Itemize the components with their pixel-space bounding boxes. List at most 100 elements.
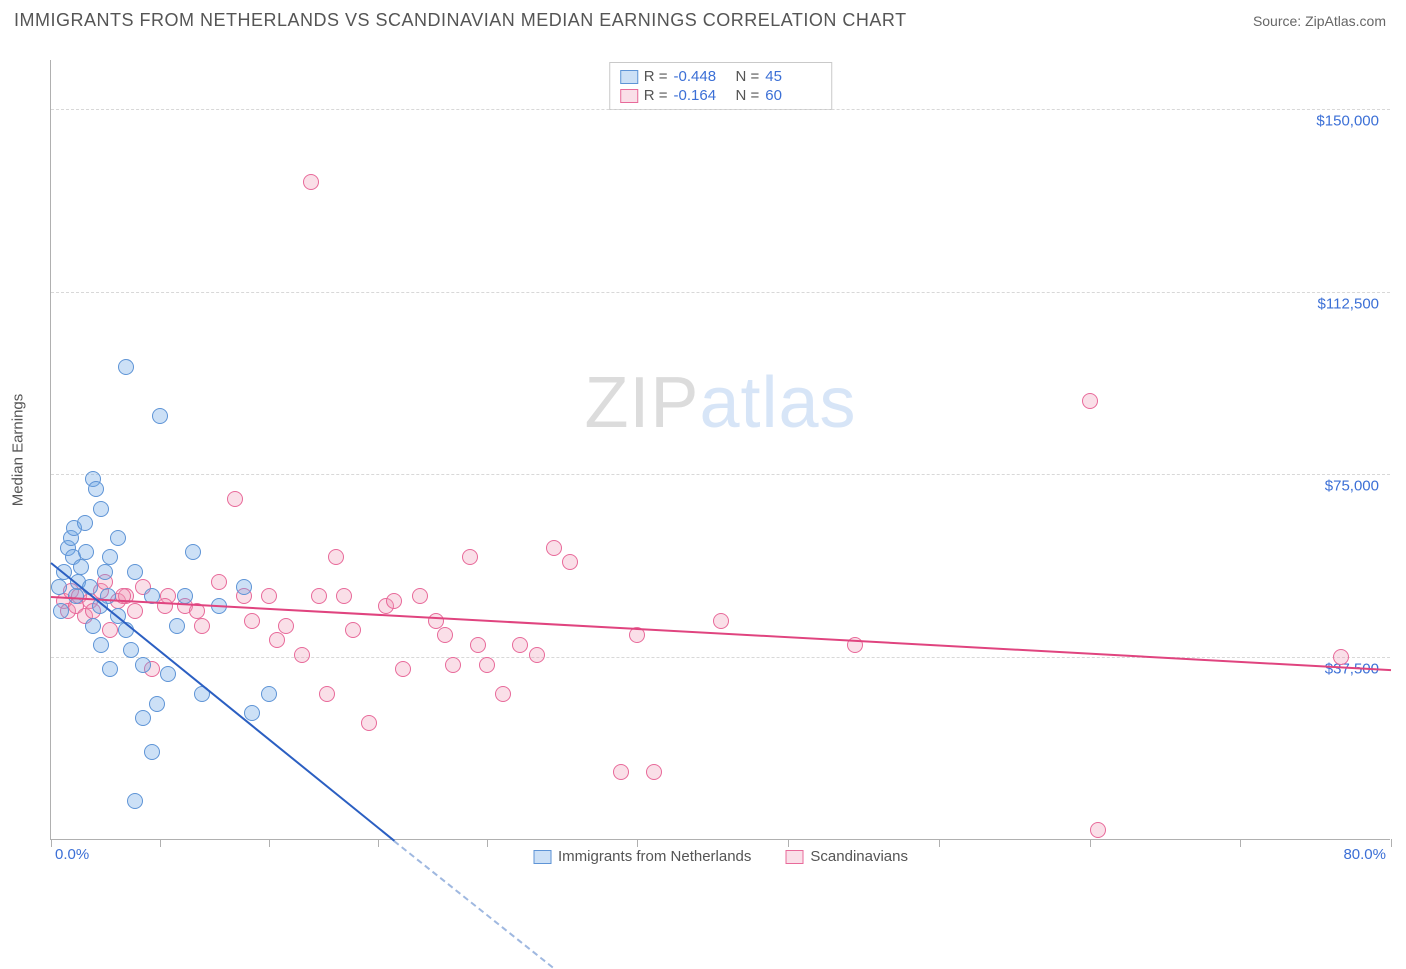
scandinavians-point <box>529 647 545 663</box>
y-tick-label: $75,000 <box>1322 477 1382 496</box>
legend-row-netherlands: R = -0.448 N = 45 <box>620 67 822 86</box>
netherlands-point <box>152 408 168 424</box>
scandinavians-point <box>428 613 444 629</box>
x-axis-min-label: 0.0% <box>55 846 89 863</box>
scandinavians-point <box>479 657 495 673</box>
trend-line <box>51 596 1391 671</box>
scandinavians-point <box>278 618 294 634</box>
y-axis-label: Median Earnings <box>10 394 27 507</box>
netherlands-point <box>149 696 165 712</box>
netherlands-point <box>135 657 151 673</box>
correlation-legend: R = -0.448 N = 45 R = -0.164 N = 60 <box>609 62 833 110</box>
y-tick-label: $150,000 <box>1313 111 1382 130</box>
scandinavians-point <box>269 632 285 648</box>
netherlands-point <box>127 564 143 580</box>
scandinavians-point <box>495 686 511 702</box>
x-axis-max-label: 80.0% <box>1343 846 1386 863</box>
netherlands-point <box>102 661 118 677</box>
scandinavians-point <box>294 647 310 663</box>
netherlands-point <box>169 618 185 634</box>
netherlands-point <box>100 588 116 604</box>
scandinavians-point <box>512 637 528 653</box>
scandinavians-point <box>646 764 662 780</box>
scandinavians-point <box>1333 649 1349 665</box>
netherlands-point <box>160 666 176 682</box>
netherlands-point <box>97 564 113 580</box>
scandinavians-point <box>445 657 461 673</box>
chart-area: Median Earnings ZIPatlas R = -0.448 N = … <box>50 60 1390 840</box>
y-tick-label: $112,500 <box>1315 294 1382 313</box>
scandinavians-point <box>470 637 486 653</box>
netherlands-point <box>102 549 118 565</box>
scandinavians-point <box>713 613 729 629</box>
source-label: Source: ZipAtlas.com <box>1253 13 1386 29</box>
chart-header: IMMIGRANTS FROM NETHERLANDS VS SCANDINAV… <box>0 0 1406 35</box>
legend-row-scandinavians: R = -0.164 N = 60 <box>620 86 822 105</box>
trend-line <box>394 840 554 968</box>
netherlands-point <box>78 544 94 560</box>
swatch-scandinavians <box>620 89 638 103</box>
series-legend: Immigrants from Netherlands Scandinavian… <box>533 848 908 865</box>
netherlands-point <box>85 618 101 634</box>
scandinavians-point <box>227 491 243 507</box>
netherlands-point <box>93 501 109 517</box>
x-tick <box>1090 839 1091 847</box>
scandinavians-point <box>437 627 453 643</box>
watermark: ZIPatlas <box>584 362 856 444</box>
x-tick <box>637 839 638 847</box>
netherlands-point <box>73 559 89 575</box>
x-tick <box>378 839 379 847</box>
x-tick <box>1240 839 1241 847</box>
scandinavians-point <box>319 686 335 702</box>
scandinavians-point <box>194 618 210 634</box>
scandinavians-point <box>127 603 143 619</box>
netherlands-point <box>135 710 151 726</box>
scandinavians-point <box>562 554 578 570</box>
swatch-scandinavians-icon <box>785 850 803 864</box>
swatch-netherlands-icon <box>533 850 551 864</box>
netherlands-point <box>236 579 252 595</box>
scandinavians-point <box>345 622 361 638</box>
netherlands-point <box>77 515 93 531</box>
netherlands-point <box>51 579 67 595</box>
scandinavians-point <box>386 593 402 609</box>
scandinavians-point <box>261 588 277 604</box>
netherlands-point <box>93 637 109 653</box>
legend-item-netherlands: Immigrants from Netherlands <box>533 848 751 865</box>
swatch-netherlands <box>620 70 638 84</box>
legend-item-scandinavians: Scandinavians <box>785 848 908 865</box>
netherlands-point <box>53 603 69 619</box>
gridline <box>51 292 1390 293</box>
netherlands-point <box>144 744 160 760</box>
netherlands-point <box>261 686 277 702</box>
x-tick <box>1391 839 1392 847</box>
netherlands-point <box>185 544 201 560</box>
scandinavians-point <box>395 661 411 677</box>
scandinavians-point <box>613 764 629 780</box>
scandinavians-point <box>1090 822 1106 838</box>
netherlands-point <box>88 481 104 497</box>
x-tick <box>788 839 789 847</box>
scandinavians-point <box>328 549 344 565</box>
x-tick <box>51 839 52 847</box>
gridline <box>51 474 1390 475</box>
x-tick <box>487 839 488 847</box>
scandinavians-point <box>546 540 562 556</box>
scandinavians-point <box>157 598 173 614</box>
scandinavians-point <box>361 715 377 731</box>
netherlands-point <box>110 530 126 546</box>
netherlands-point <box>177 588 193 604</box>
gridline <box>51 109 1390 110</box>
netherlands-point <box>118 359 134 375</box>
scandinavians-point <box>1082 393 1098 409</box>
scandinavians-point <box>244 613 260 629</box>
x-tick <box>269 839 270 847</box>
scandinavians-point <box>336 588 352 604</box>
scandinavians-point <box>211 574 227 590</box>
scandinavians-point <box>412 588 428 604</box>
chart-title: IMMIGRANTS FROM NETHERLANDS VS SCANDINAV… <box>14 10 907 31</box>
netherlands-point <box>123 642 139 658</box>
x-tick <box>939 839 940 847</box>
scandinavians-point <box>462 549 478 565</box>
plot-region: ZIPatlas R = -0.448 N = 45 R = -0.164 N … <box>50 60 1390 840</box>
